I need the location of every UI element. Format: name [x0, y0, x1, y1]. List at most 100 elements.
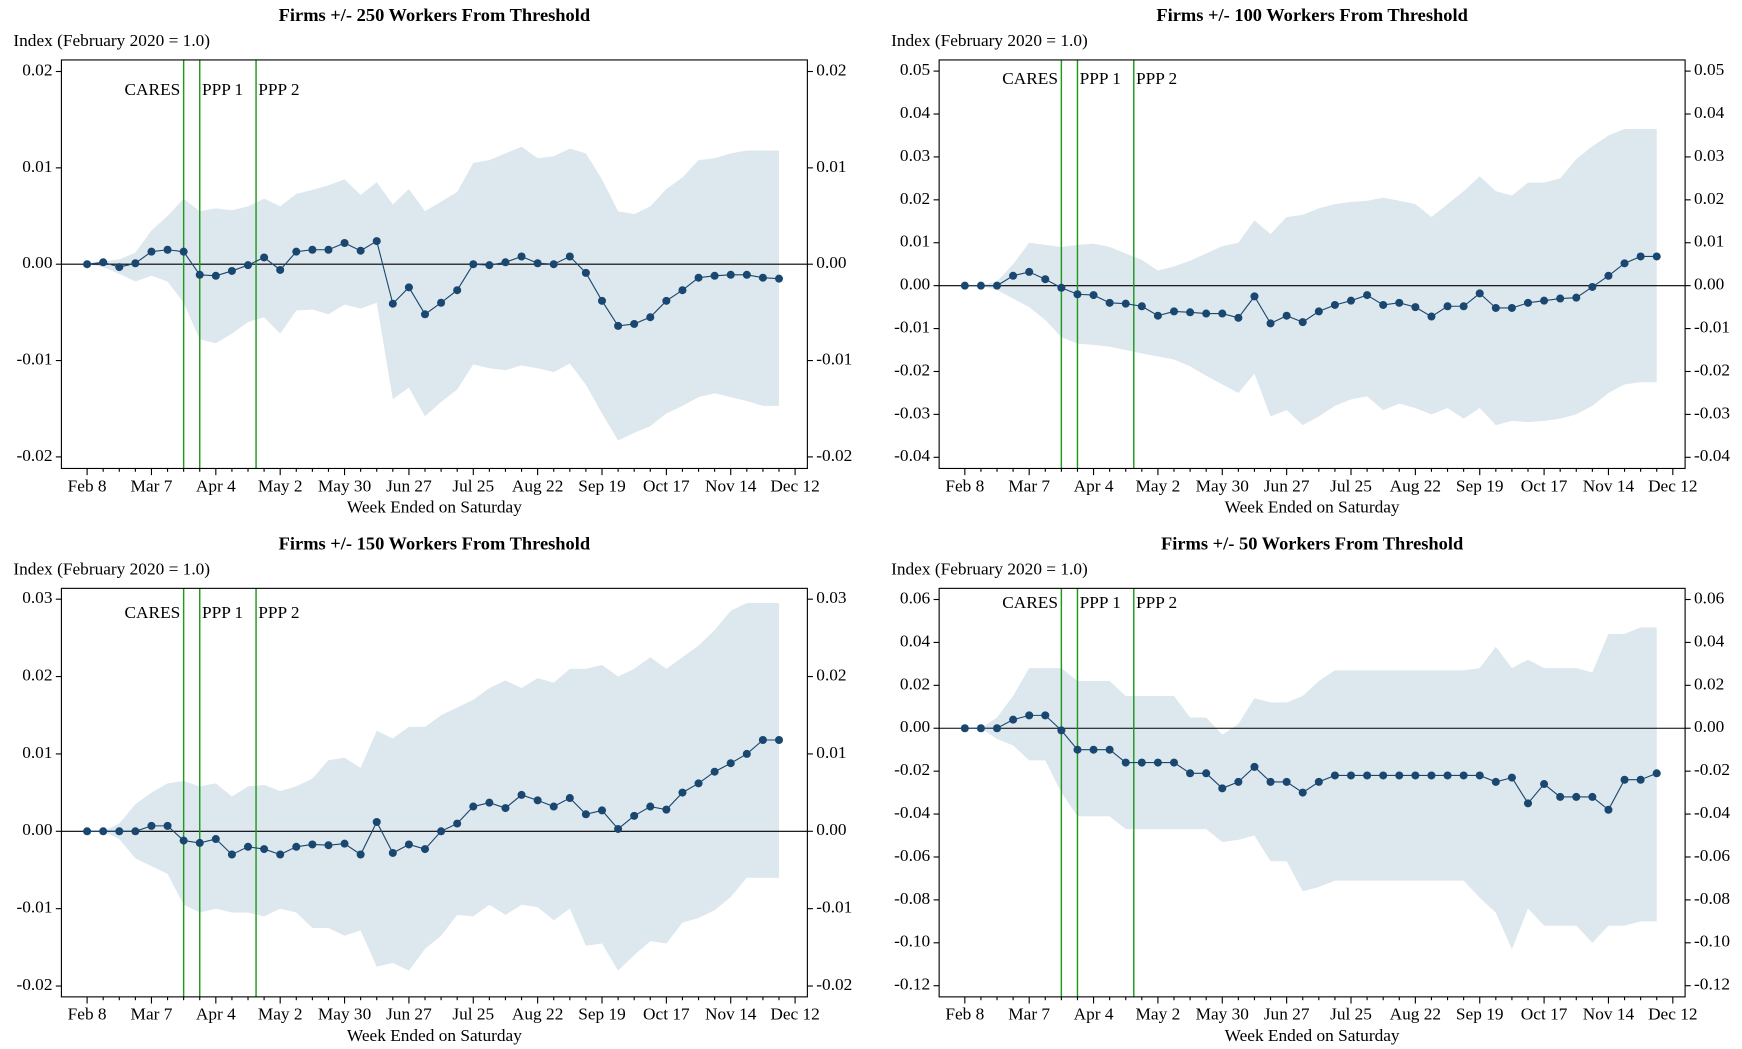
x-tick-label: Aug 22: [1390, 476, 1441, 495]
y-tick-label: 0.01: [22, 157, 52, 176]
y2-tick-label: -0.01: [816, 350, 852, 369]
x-tick-label: Oct 17: [643, 1005, 690, 1024]
data-point: [1009, 271, 1018, 280]
y2-tick-label: 0.00: [1694, 717, 1724, 736]
data-point: [1491, 777, 1500, 786]
data-point: [1363, 291, 1372, 300]
x-tick-label: Jun 27: [386, 1005, 432, 1024]
data-point: [437, 298, 446, 307]
data-point: [1137, 302, 1146, 311]
y-tick-label: 0.06: [900, 588, 931, 607]
x-tick-label: Feb 8: [68, 1005, 107, 1024]
y2-tick-label: 0.01: [816, 157, 846, 176]
y-tick-label: 0.01: [900, 232, 930, 251]
data-point: [227, 266, 236, 275]
data-point: [179, 247, 188, 256]
event-label: PPP 1: [1080, 69, 1121, 88]
event-label: CARES: [125, 80, 181, 99]
y2-tick-label: 0.00: [816, 253, 846, 272]
y-axis-label: Index (February 2020 = 1.0): [891, 560, 1088, 579]
data-point: [1121, 299, 1130, 308]
panel: Firms +/- 100 Workers From Threshold Inde…: [891, 5, 1730, 516]
data-point: [662, 805, 671, 814]
x-tick-label: Sep 19: [1456, 1005, 1504, 1024]
data-point: [211, 835, 220, 844]
data-point: [147, 821, 156, 830]
data-point: [1218, 309, 1227, 318]
data-point: [1652, 769, 1661, 778]
panel: Firms +/- 150 Workers From Threshold Inde…: [13, 533, 852, 1044]
y-tick-label: 0.01: [22, 743, 52, 762]
data-point: [1652, 252, 1661, 261]
y2-tick-label: 0.02: [1694, 674, 1724, 693]
data-point: [1395, 298, 1404, 307]
event-label: PPP 1: [202, 603, 243, 622]
x-tick-label: Sep 19: [1456, 476, 1504, 495]
data-point: [1234, 777, 1243, 786]
x-tick-label: Apr 4: [1074, 1005, 1114, 1024]
data-point: [710, 767, 719, 776]
data-point: [276, 850, 285, 859]
data-point: [260, 253, 269, 262]
x-tick-label: Oct 17: [643, 476, 690, 495]
data-point: [1266, 777, 1275, 786]
data-point: [1540, 296, 1549, 305]
y-tick-label: 0.00: [22, 820, 52, 839]
y-tick-label: -0.12: [894, 975, 930, 994]
data-point: [1314, 307, 1323, 316]
data-point: [774, 736, 784, 744]
x-tick-label: May 2: [258, 1005, 303, 1024]
data-point: [1073, 745, 1082, 754]
data-point: [1459, 302, 1468, 311]
data-point: [324, 245, 333, 254]
y2-tick-label: 0.06: [1694, 588, 1725, 607]
data-point: [549, 260, 558, 269]
y-tick-label: -0.04: [894, 803, 930, 822]
y-axis-label: Index (February 2020 = 1.0): [13, 31, 210, 50]
data-point: [694, 273, 703, 282]
data-point: [469, 802, 478, 811]
data-point: [1250, 292, 1259, 301]
data-point: [1604, 805, 1613, 814]
x-tick-label: Sep 19: [578, 476, 626, 495]
data-point: [453, 286, 462, 295]
y2-tick-label: 0.03: [1694, 146, 1724, 165]
data-point: [1588, 792, 1597, 801]
data-point: [1025, 711, 1034, 720]
event-label: PPP 1: [202, 80, 243, 99]
y-tick-label: -0.03: [894, 403, 930, 422]
y2-tick-label: 0.03: [816, 588, 846, 607]
confidence-band: [964, 627, 1657, 950]
data-point: [742, 270, 751, 279]
y2-tick-label: 0.02: [1694, 189, 1724, 208]
data-point: [1250, 762, 1259, 771]
data-point: [646, 313, 655, 322]
data-point: [83, 827, 92, 836]
data-point: [388, 299, 397, 308]
y2-tick-label: -0.02: [1694, 360, 1730, 379]
data-point: [115, 827, 124, 836]
x-tick-label: Dec 12: [770, 1005, 819, 1024]
y2-tick-label: 0.05: [1694, 60, 1724, 79]
x-tick-label: May 2: [1136, 1005, 1181, 1024]
y2-tick-label: -0.02: [816, 975, 852, 994]
x-tick-label: May 30: [1196, 476, 1249, 495]
y2-tick-label: -0.08: [1694, 889, 1730, 908]
data-point: [179, 836, 188, 845]
confidence-band: [87, 603, 779, 971]
x-tick-label: May 2: [1136, 476, 1181, 495]
x-tick-label: Dec 12: [1648, 1005, 1697, 1024]
event-label: PPP 2: [258, 80, 299, 99]
data-point: [1218, 784, 1227, 793]
data-point: [163, 245, 172, 254]
data-point: [646, 802, 655, 811]
x-tick-label: Dec 12: [1648, 476, 1697, 495]
plot-frame: [60, 587, 808, 998]
data-point: [453, 819, 462, 828]
data-point: [630, 811, 639, 820]
x-tick-label: Jun 27: [1264, 1005, 1310, 1024]
data-point: [99, 258, 108, 267]
data-point: [678, 286, 687, 295]
